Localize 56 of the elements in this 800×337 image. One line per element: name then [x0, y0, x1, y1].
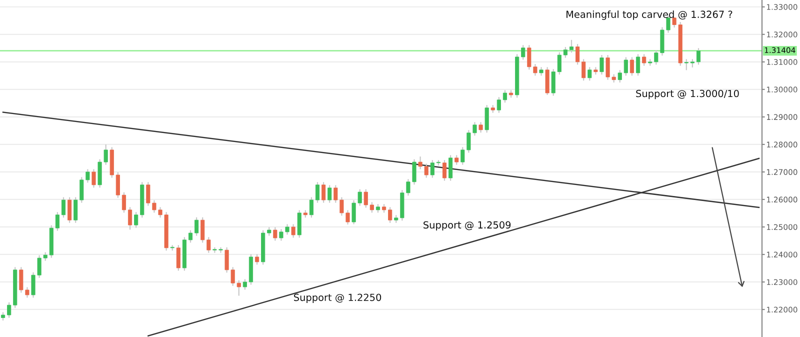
candlestick [188, 230, 193, 244]
candlestick [636, 54, 640, 76]
candlestick [582, 58, 586, 82]
candlestick [430, 160, 434, 178]
candlestick [502, 90, 507, 104]
candlestick [68, 196, 72, 224]
candlestick [116, 172, 120, 198]
candlestick [484, 104, 489, 134]
candlestick [569, 39, 574, 54]
candlestick [92, 168, 96, 188]
candlestick [74, 196, 78, 224]
candlestick [206, 236, 211, 254]
candlestick [297, 210, 302, 238]
candlestick [442, 160, 447, 182]
candlestick [630, 56, 634, 76]
candlestick [696, 48, 701, 66]
candlestick [521, 44, 526, 60]
candlestick [315, 182, 320, 204]
annotation: Support @ 1.2509 [424, 221, 511, 230]
candlestick [588, 66, 592, 82]
annotation: Support @ 1.3000/10 [636, 90, 739, 100]
candlestick [478, 122, 483, 134]
candlestick [364, 188, 368, 208]
candlestick [134, 212, 138, 228]
annotation: Meaningful top carved @ 1.3267 ? [566, 10, 732, 20]
candlestick [448, 154, 453, 182]
annotation: Support @ 1.2250 [294, 294, 382, 303]
candlestick [200, 216, 205, 244]
candlestick [684, 58, 688, 71]
candlestick [454, 154, 459, 166]
candlestick [7, 302, 12, 318]
candlestick [242, 278, 247, 290]
candlestick [576, 43, 580, 66]
candlestick [557, 52, 562, 76]
candlestick [176, 244, 180, 272]
candlestick [563, 46, 568, 58]
candlestick [55, 212, 60, 232]
candlestick [122, 192, 126, 214]
candlestick [309, 196, 314, 218]
candlestick [194, 216, 199, 236]
candlestick [255, 254, 260, 266]
candlestick [618, 70, 622, 84]
candlestick [322, 182, 326, 204]
candlestick [328, 184, 332, 204]
candlestick [273, 226, 278, 242]
candlestick [388, 206, 392, 224]
candlestick [642, 54, 646, 66]
candlestick [370, 202, 374, 214]
candlestick [551, 68, 556, 96]
candlestick [291, 224, 296, 238]
candlestick [61, 196, 66, 218]
candlestick [600, 54, 604, 76]
candlestick [545, 66, 550, 96]
candlestick [496, 96, 501, 114]
candlestick [128, 206, 132, 230]
candlestick [624, 56, 628, 76]
